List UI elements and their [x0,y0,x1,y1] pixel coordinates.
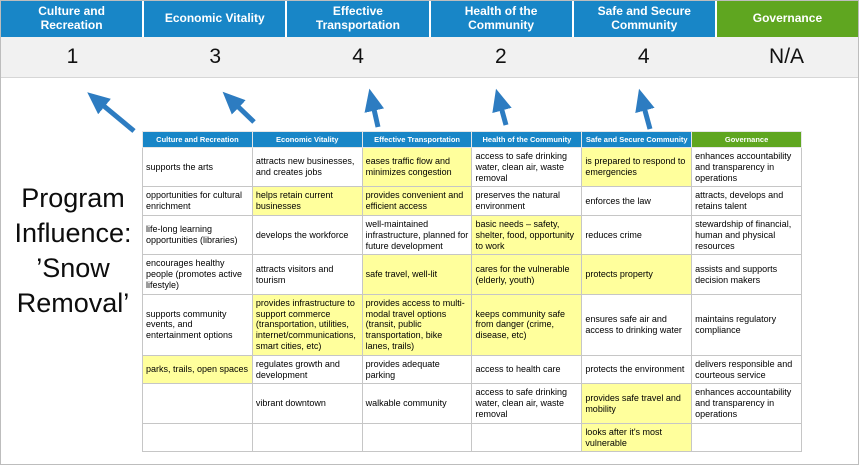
matrix-cell: well-maintained infrastructure, planned … [361,214,473,256]
matrix-header-row: Culture and Recreation Economic Vitality E… [142,131,802,148]
matrix-row: encourages healthy people (promotes acti… [142,254,802,295]
matrix-cell-highlighted: provides access to multi-modal travel op… [361,293,473,356]
matrix-cell-highlighted: safe travel, well-lit [361,254,473,295]
matrix-cell-highlighted: provides convenient and efficient access [361,186,473,216]
matrix-cell: provides adequate parking [361,354,473,385]
score-safe-and-secure-community: 4 [637,45,650,68]
matrix-cell-highlighted: parks, trails, open spaces [142,354,253,385]
scoreboard-header-effective-transportation: Effective Transportation [287,1,429,37]
matrix-header-economic-vitality: Economic Vitality [251,131,363,148]
arrow-transportation [364,88,385,128]
scoreboard-header-safe-and-secure-community: Safe and Secure Community [573,1,715,37]
scoreboard-header-governance: Governance [716,1,858,37]
matrix-cell: supports the arts [142,146,253,188]
matrix-cell: stewardship of financial, human and phys… [691,214,802,256]
matrix-cell [471,422,583,453]
matrix-row: supports community events, and entertain… [142,293,802,356]
matrix-row: vibrant downtown walkable community access… [142,383,802,424]
matrix-cell: vibrant downtown [251,383,363,424]
matrix-cell [691,422,802,453]
matrix-cell: enforces the law [581,186,693,216]
matrix-cell: maintains regulatory compliance [691,293,802,356]
scoreboard-header-health-of-the-community: Health of the Community [430,1,572,37]
matrix-cell-highlighted: provides infrastructure to support comme… [251,293,363,356]
score-governance: N/A [769,45,805,68]
matrix-header-safe-and-secure-community: Safe and Secure Community [581,131,693,148]
score-culture-and-recreation: 1 [66,45,79,68]
matrix-cell [251,422,363,453]
matrix-cell: regulates growth and development [251,354,363,385]
matrix-cell: develops the workforce [251,214,363,256]
matrix-cell: preserves the natural environment [471,186,583,216]
matrix-header-health-of-the-community: Health of the Community [471,131,583,148]
matrix-row: looks after it's most vulnerable [142,422,802,453]
program-title: Program Influence: ’Snow Removal’ [14,183,132,319]
matrix-cell: enhances accountability and transparency… [691,383,802,424]
matrix-row: opportunities for cultural enrichment hel… [142,186,802,216]
arrow-safe [635,88,655,130]
matrix-cell-highlighted: looks after it's most vulnerable [581,422,693,453]
scoreboard-header-culture-and-recreation: Culture and Recreation [1,1,143,37]
matrix-cell [142,383,253,424]
matrix-cell [361,422,473,453]
scoreboard-header-economic-vitality: Economic Vitality [144,1,286,37]
scoreboard: Culture and Recreation Economic Vitality E… [1,1,858,78]
matrix-cell: encourages healthy people (promotes acti… [142,254,253,295]
matrix-cell-highlighted: is prepared to respond to emergencies [581,146,693,188]
matrix-cell: access to health care [471,354,583,385]
matrix-cell: walkable community [361,383,473,424]
matrix-cell: ensures safe air and access to drinking … [581,293,693,356]
arrow-health [492,88,512,126]
matrix-cell-highlighted: provides safe travel and mobility [581,383,693,424]
matrix-cell: access to safe drinking water, clean air… [471,383,583,424]
score-economic-vitality: 3 [209,45,222,68]
matrix-header-governance: Governance [691,131,802,148]
matrix-cell: attracts, develops and retains talent [691,186,802,216]
matrix-cell: protects the environment [581,354,693,385]
matrix-cell-highlighted: helps retain current businesses [251,186,363,216]
matrix-cell-highlighted: keeps community safe from danger (crime,… [471,293,583,356]
matrix-cell: assists and supports decision makers [691,254,802,295]
influence-matrix: Culture and Recreation Economic Vitality E… [142,131,802,453]
score-health-of-the-community: 2 [495,45,507,68]
matrix-cell: attracts new businesses, and creates job… [251,146,363,188]
matrix-cell-highlighted: cares for the vulnerable (elderly, youth… [471,254,583,295]
matrix-cell: supports community events, and entertain… [142,293,253,356]
matrix-header-effective-transportation: Effective Transportation [361,131,473,148]
matrix-header-culture-and-recreation: Culture and Recreation [142,131,253,148]
matrix-cell [142,422,253,453]
matrix-row: life-long learning opportunities (librar… [142,214,802,256]
matrix-cell-highlighted: eases traffic flow and minimizes congest… [361,146,473,188]
arrow-culture [87,92,136,133]
scoreboard-score-row: 1 3 4 2 4 N/A [1,37,858,78]
matrix-cell: enhances accountability and transparency… [691,146,802,188]
arrow-economic [222,91,256,124]
matrix-cell: reduces crime [581,214,693,256]
matrix-row: parks, trails, open spaces regulates grow… [142,354,802,385]
matrix-cell: attracts visitors and tourism [251,254,363,295]
matrix-cell: delivers responsible and courteous servi… [691,354,802,385]
scoreboard-header-row: Culture and Recreation Economic Vitality E… [1,1,858,37]
matrix-cell: opportunities for cultural enrichment [142,186,253,216]
matrix-cell: access to safe drinking water, clean air… [471,146,583,188]
score-effective-transportation: 4 [352,45,364,68]
matrix-cell-highlighted: protects property [581,254,693,295]
matrix-row: supports the arts attracts new businesses… [142,146,802,188]
matrix-cell: life-long learning opportunities (librar… [142,214,253,256]
matrix-cell-highlighted: basic needs – safety, shelter, food, opp… [471,214,583,256]
